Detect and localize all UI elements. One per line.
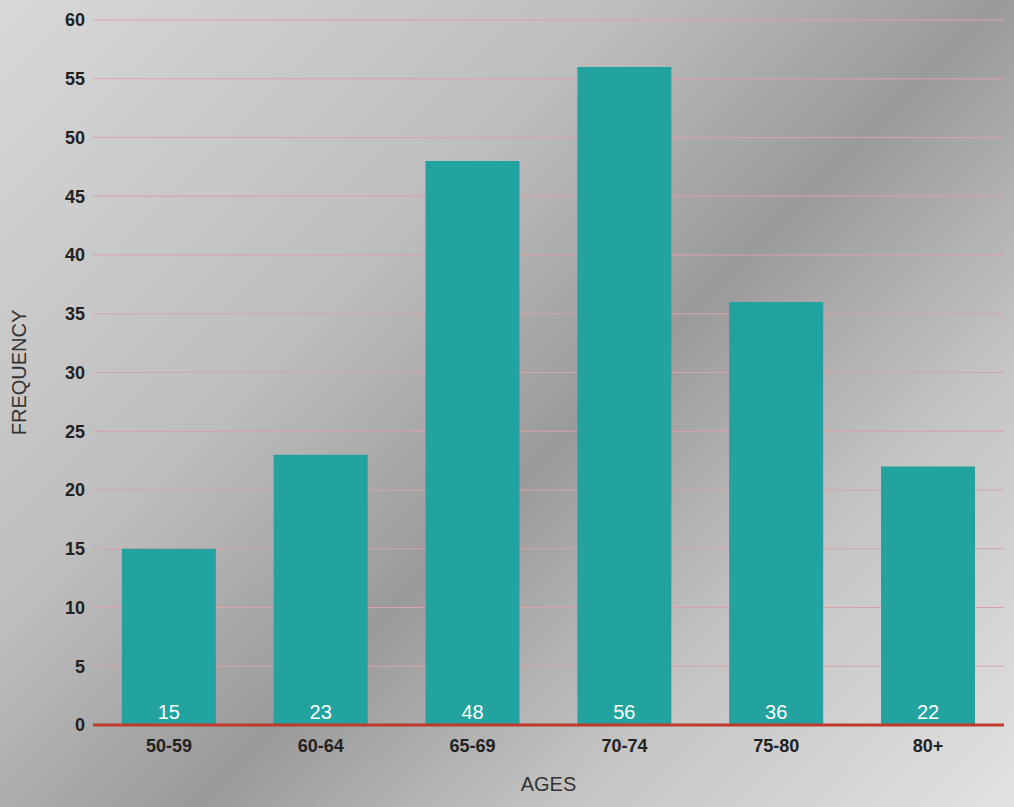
svg-text:5: 5 xyxy=(75,657,85,677)
svg-text:45: 45 xyxy=(65,187,85,207)
svg-text:50: 50 xyxy=(65,128,85,148)
svg-text:40: 40 xyxy=(65,245,85,265)
svg-text:50-59: 50-59 xyxy=(146,736,192,756)
svg-text:48: 48 xyxy=(461,701,483,723)
svg-text:65-69: 65-69 xyxy=(450,736,496,756)
svg-text:75-80: 75-80 xyxy=(753,736,799,756)
svg-text:80+: 80+ xyxy=(913,736,944,756)
svg-text:70-74: 70-74 xyxy=(601,736,647,756)
svg-text:0: 0 xyxy=(75,715,85,735)
svg-text:AGES: AGES xyxy=(521,773,577,795)
svg-text:55: 55 xyxy=(65,69,85,89)
svg-text:15: 15 xyxy=(65,539,85,559)
svg-text:20: 20 xyxy=(65,480,85,500)
svg-text:10: 10 xyxy=(65,598,85,618)
svg-text:35: 35 xyxy=(65,304,85,324)
svg-text:15: 15 xyxy=(158,701,180,723)
svg-text:36: 36 xyxy=(765,701,787,723)
svg-text:56: 56 xyxy=(613,701,635,723)
svg-text:60: 60 xyxy=(65,10,85,30)
svg-text:22: 22 xyxy=(917,701,939,723)
svg-text:60-64: 60-64 xyxy=(298,736,344,756)
svg-text:30: 30 xyxy=(65,363,85,383)
svg-text:23: 23 xyxy=(310,701,332,723)
svg-text:FREQUENCY: FREQUENCY xyxy=(8,310,30,436)
svg-text:25: 25 xyxy=(65,422,85,442)
